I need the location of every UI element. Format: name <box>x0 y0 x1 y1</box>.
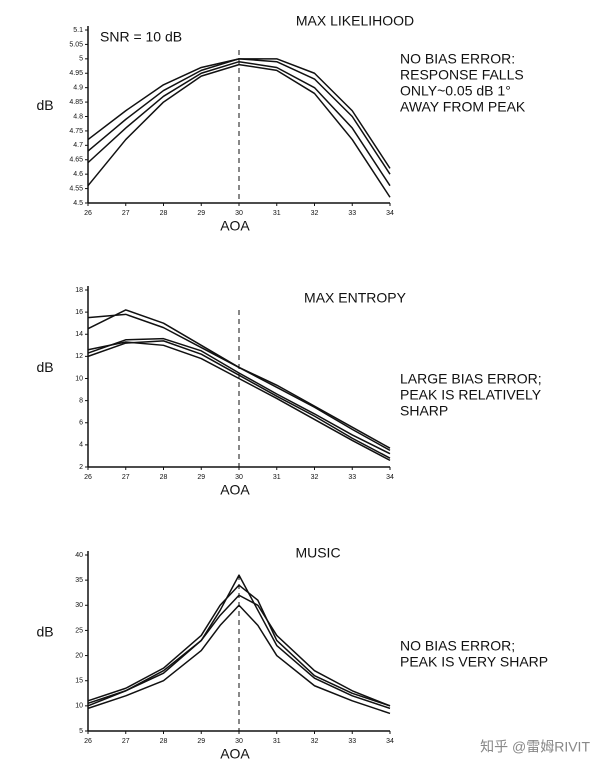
y-tick-label: 5.1 <box>73 27 83 34</box>
curve <box>87 58 391 175</box>
y-tick-label: 4.8 <box>73 113 83 120</box>
y-tick-label: 30 <box>75 602 83 609</box>
curve <box>87 337 391 455</box>
y-tick-label: 4 <box>79 442 83 449</box>
note-line: NO BIAS ERROR: <box>400 51 515 67</box>
x-tick-label: 27 <box>122 210 130 217</box>
chart-title: MAX LIKELIHOOD <box>296 13 414 29</box>
x-tick-label: 29 <box>197 210 205 217</box>
curve <box>87 313 391 452</box>
x-tick-label: 34 <box>386 474 394 481</box>
y-axis-label: dB <box>36 624 53 640</box>
y-tick-label: 20 <box>75 652 83 659</box>
x-tick-label: 27 <box>122 474 130 481</box>
y-tick-label: 4.9 <box>73 85 83 92</box>
y-tick-label: 14 <box>75 331 83 338</box>
y-axis-label: dB <box>36 359 53 375</box>
x-tick-label: 28 <box>160 210 168 217</box>
x-tick-label: 29 <box>197 738 205 745</box>
chart-title: MAX ENTROPY <box>304 290 407 306</box>
x-axis-label: AOA <box>220 218 250 234</box>
y-tick-label: 15 <box>75 678 83 685</box>
x-tick-label: 26 <box>84 210 92 217</box>
x-tick-label: 30 <box>235 210 243 217</box>
x-tick-label: 28 <box>160 474 168 481</box>
note-line: AWAY FROM PEAK <box>400 99 526 115</box>
y-tick-label: 5.05 <box>69 41 83 48</box>
y-tick-label: 4.7 <box>73 142 83 149</box>
y-tick-label: 8 <box>79 397 83 404</box>
y-tick-label: 16 <box>75 309 83 316</box>
y-tick-label: 18 <box>75 287 83 294</box>
x-tick-label: 32 <box>311 210 319 217</box>
x-tick-label: 26 <box>84 474 92 481</box>
note-line: RESPONSE FALLS <box>400 67 524 83</box>
y-tick-label: 10 <box>75 703 83 710</box>
x-tick-label: 30 <box>235 474 243 481</box>
y-tick-label: 5 <box>79 56 83 63</box>
note-line: NO BIAS ERROR; <box>400 638 515 654</box>
note-line: SHARP <box>400 403 448 419</box>
y-tick-label: 4.75 <box>69 128 83 135</box>
y-tick-label: 10 <box>75 375 83 382</box>
x-tick-label: 28 <box>160 738 168 745</box>
x-axis-label: AOA <box>220 482 250 498</box>
x-tick-label: 33 <box>348 738 356 745</box>
y-tick-label: 12 <box>75 353 83 360</box>
y-tick-label: 4.5 <box>73 200 83 207</box>
annotation: SNR = 10 dB <box>100 29 182 45</box>
x-tick-label: 31 <box>273 474 281 481</box>
x-axis-label: AOA <box>220 746 250 762</box>
curve <box>87 341 391 462</box>
x-tick-label: 33 <box>348 474 356 481</box>
y-tick-label: 4.85 <box>69 99 83 106</box>
curve <box>87 584 391 707</box>
x-tick-label: 33 <box>348 210 356 217</box>
x-tick-label: 31 <box>273 738 281 745</box>
y-tick-label: 40 <box>75 552 83 559</box>
y-tick-label: 5 <box>79 728 83 735</box>
note-line: PEAK IS RELATIVELY <box>400 387 542 403</box>
note-line: ONLY~0.05 dB 1° <box>400 83 511 99</box>
curve <box>87 63 391 198</box>
y-tick-label: 4.65 <box>69 157 83 164</box>
x-tick-label: 29 <box>197 474 205 481</box>
x-tick-label: 26 <box>84 738 92 745</box>
x-tick-label: 31 <box>273 210 281 217</box>
watermark: 知乎 @雷姆RIVIT <box>480 739 590 755</box>
y-tick-label: 4.6 <box>73 171 83 178</box>
note-line: LARGE BIAS ERROR; <box>400 371 542 387</box>
x-tick-label: 27 <box>122 738 130 745</box>
curve <box>87 594 391 707</box>
y-tick-label: 4.55 <box>69 185 83 192</box>
curve <box>87 574 391 710</box>
y-tick-label: 25 <box>75 627 83 634</box>
y-axis-label: dB <box>36 97 53 113</box>
note-line: PEAK IS VERY SHARP <box>400 654 548 670</box>
y-tick-label: 2 <box>79 464 83 471</box>
x-tick-label: 34 <box>386 738 394 745</box>
x-tick-label: 32 <box>311 738 319 745</box>
curve <box>87 60 391 187</box>
x-tick-label: 30 <box>235 738 243 745</box>
y-tick-label: 35 <box>75 577 83 584</box>
y-tick-label: 4.95 <box>69 70 83 77</box>
x-tick-label: 34 <box>386 210 394 217</box>
y-tick-label: 6 <box>79 420 83 427</box>
curve <box>87 604 391 715</box>
x-tick-label: 32 <box>311 474 319 481</box>
chart-title: MUSIC <box>295 545 340 561</box>
